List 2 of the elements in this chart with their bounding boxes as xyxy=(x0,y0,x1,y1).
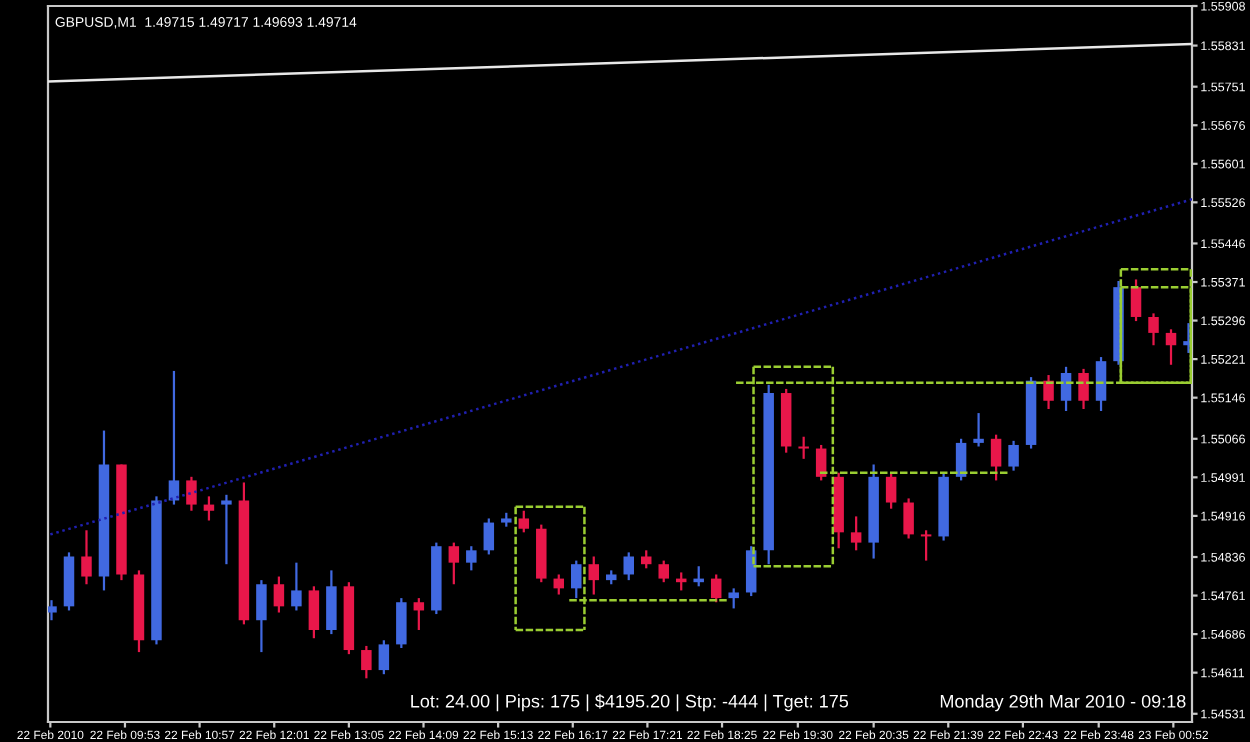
annotation: Monday 29th Mar 2010 - 09:18 xyxy=(940,694,1186,712)
annotation: Lot: 24.00 | Pips: 175 | $4195.20 | Stp: -444 | Tget: 175 xyxy=(411,694,849,712)
